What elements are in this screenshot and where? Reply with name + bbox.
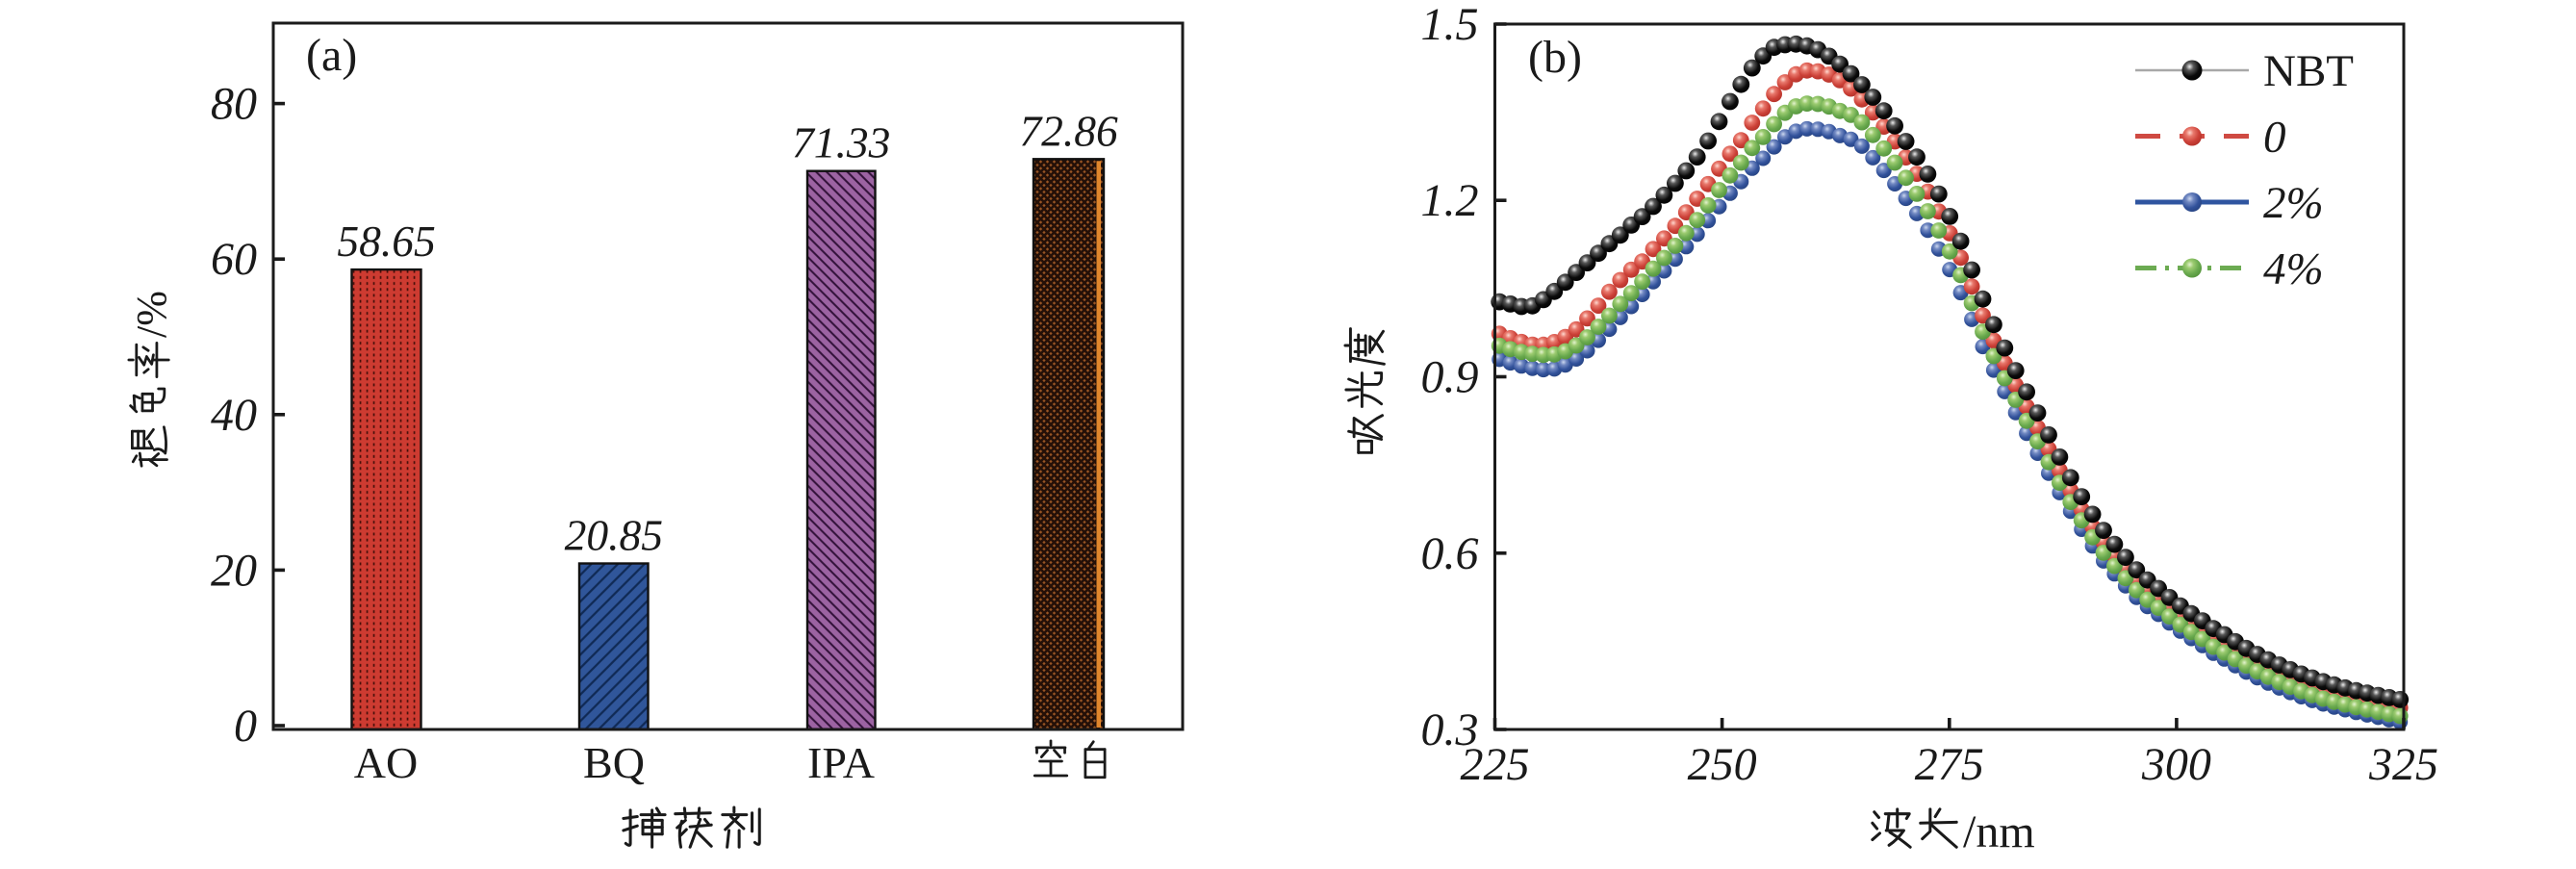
svg-text:/nm: /nm — [1963, 806, 2035, 857]
svg-text:325: 325 — [2368, 739, 2438, 790]
svg-text:225: 225 — [1461, 739, 1530, 790]
svg-text:1.5: 1.5 — [1421, 0, 1479, 50]
svg-text:BQ: BQ — [583, 738, 645, 787]
svg-text:40: 40 — [211, 390, 257, 441]
svg-text:1.2: 1.2 — [1421, 175, 1479, 226]
svg-text:NBT: NBT — [2263, 46, 2354, 96]
svg-text:0.6: 0.6 — [1421, 528, 1479, 579]
svg-text:IPA: IPA — [807, 738, 875, 787]
svg-text:0.3: 0.3 — [1421, 704, 1479, 755]
svg-text:0: 0 — [2263, 113, 2286, 163]
svg-text:0: 0 — [234, 701, 257, 752]
svg-text:4%: 4% — [2263, 244, 2324, 294]
svg-text:0.9: 0.9 — [1421, 352, 1479, 403]
svg-text:300: 300 — [2141, 739, 2211, 790]
svg-text:60: 60 — [211, 234, 257, 285]
svg-text:(a): (a) — [306, 30, 357, 81]
svg-text:(b): (b) — [1528, 32, 1582, 83]
svg-text:20.85: 20.85 — [565, 511, 663, 560]
svg-text:250: 250 — [1688, 739, 1757, 790]
svg-text:58.65: 58.65 — [337, 217, 435, 266]
svg-text:20: 20 — [211, 545, 257, 596]
svg-text:2%: 2% — [2263, 178, 2324, 228]
svg-text:/%: /% — [128, 291, 175, 338]
svg-text:275: 275 — [1915, 739, 1984, 790]
svg-text:72.86: 72.86 — [1019, 106, 1118, 155]
svg-text:AO: AO — [354, 738, 418, 787]
svg-text:80: 80 — [211, 79, 257, 130]
svg-text:71.33: 71.33 — [792, 118, 890, 167]
